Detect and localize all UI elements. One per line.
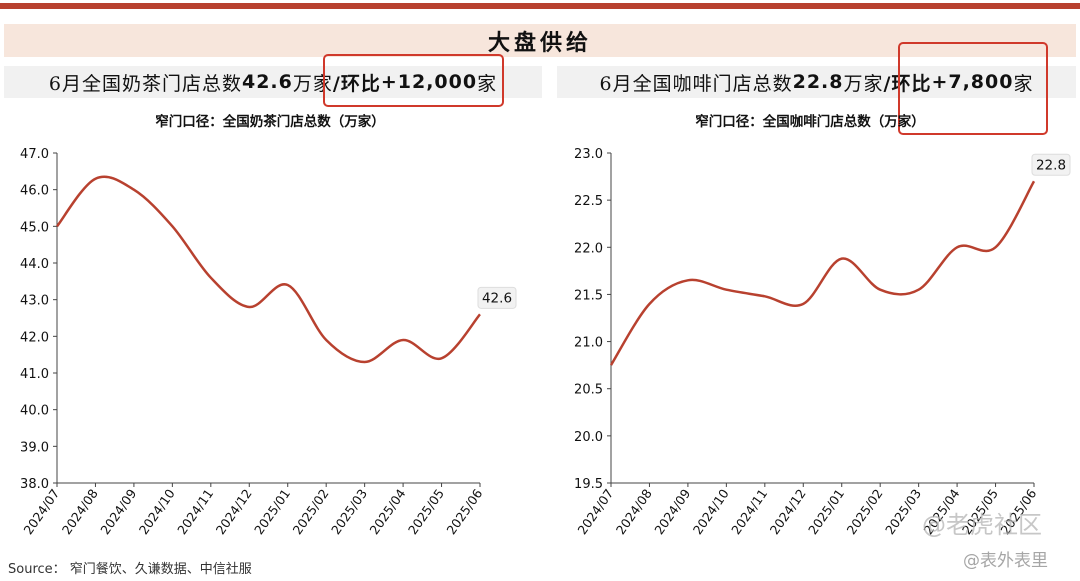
milk-tea-x-tick-label: 2024/12: [213, 486, 255, 537]
coffee-x-tick-label: 2025/02: [844, 486, 886, 537]
coffee-end-label-box: [1031, 153, 1071, 176]
left-header-sep: /环比: [332, 72, 381, 95]
milk-tea-x-tick-label: 2024/10: [136, 486, 178, 537]
coffee-x-tick-label: 2024/10: [690, 486, 732, 537]
milk-tea-data-point: [210, 276, 212, 278]
top-accent-bar: [0, 3, 1080, 9]
coffee-data-point: [610, 364, 612, 366]
coffee-y-tick-label: 19.5: [574, 477, 603, 492]
milk-tea-y-tick-label: 40.0: [20, 404, 49, 419]
coffee-data-point: [725, 289, 727, 291]
source-note: Source： 窄门餐饮、久谦数据、中信社服: [8, 562, 252, 577]
milk-tea-x-tick-label: 2024/07: [20, 486, 62, 537]
coffee-data-point: [648, 303, 650, 305]
coffee-y-tick-label: 22.5: [574, 194, 603, 209]
milk-tea-y-tick-label: 44.0: [20, 257, 49, 272]
coffee-x-tick-label: 2025/03: [882, 486, 924, 537]
milk-tea-x-tick-label: 2025/02: [290, 486, 332, 537]
milk-tea-chart-title: 窄门口径：全国奶茶门店总数（万家）: [155, 113, 385, 130]
coffee-y-tick-label: 20.0: [574, 430, 603, 445]
coffee-data-point: [956, 246, 958, 248]
milk-tea-data-point: [248, 306, 250, 308]
milk-tea-x-tick-label: 2025/03: [328, 486, 370, 537]
coffee-data-point: [802, 303, 804, 305]
milk-tea-x-tick-label: 2025/04: [366, 486, 408, 537]
coffee-y-tick-label: 21.5: [574, 288, 603, 303]
milk-tea-y-tick-label: 43.0: [20, 294, 49, 309]
coffee-data-point: [879, 289, 881, 291]
coffee-y-tick-label: 23.0: [574, 147, 603, 162]
right-panel-header: 6月全国咖啡门店总数 22.8 万家 /环比 +7,800 家: [557, 66, 1076, 98]
milk-tea-y-tick-label: 41.0: [20, 367, 49, 382]
milk-tea-data-point: [440, 357, 442, 359]
left-highlight-box: [323, 54, 504, 107]
right-header-change: +7,800: [931, 71, 1014, 93]
coffee-data-point: [1033, 180, 1035, 182]
left-header-change-unit: 家: [477, 72, 498, 95]
milk-tea-x-tick-label: 2025/05: [405, 486, 447, 537]
milk-tea-data-point: [363, 361, 365, 363]
milk-tea-data-point: [325, 339, 327, 341]
coffee-x-tick-label: 2024/11: [728, 486, 770, 537]
milk-tea-data-point: [94, 177, 96, 179]
coffee-x-tick-label: 2024/07: [574, 486, 616, 537]
milk-tea-y-tick-label: 45.0: [20, 220, 49, 235]
coffee-chart-title: 窄门口径：全国咖啡门店总数（万家）: [695, 113, 925, 130]
right-header-change-unit: 家: [1013, 72, 1034, 95]
left-panel-header: 6月全国奶茶门店总数 42.6 万家 /环比 +12,000 家: [4, 66, 542, 98]
coffee-x-tick-label: 2024/12: [767, 486, 809, 537]
coffee-data-point: [841, 257, 843, 259]
left-header-unit: 万家: [292, 72, 333, 95]
milk-tea-data-point: [402, 339, 404, 341]
right-header-sep: /环比: [883, 72, 932, 95]
milk-tea-y-tick-label: 46.0: [20, 184, 49, 199]
left-header-change: +12,000: [380, 71, 478, 93]
coffee-data-point: [994, 246, 996, 248]
milk-tea-x-tick-label: 2025/06: [443, 486, 485, 537]
milk-tea-data-point: [479, 313, 481, 315]
milk-tea-x-tick-label: 2024/08: [59, 486, 101, 537]
watermark-tiger: @老虎社区: [922, 511, 1042, 539]
coffee-y-tick-label: 20.5: [574, 383, 603, 398]
milk-tea-data-point: [171, 225, 173, 227]
milk-tea-x-tick-label: 2024/11: [174, 486, 216, 537]
coffee-data-point: [687, 279, 689, 281]
milk-tea-x-tick-label: 2025/01: [251, 486, 293, 537]
coffee-x-tick-label: 2024/09: [651, 486, 693, 537]
milk-tea-series-line: [56, 175, 481, 364]
coffee-series-line: [609, 180, 1036, 366]
coffee-y-tick-label: 21.0: [574, 336, 603, 351]
milk-tea-data-point: [133, 188, 135, 190]
milk-tea-y-tick-label: 38.0: [20, 477, 49, 492]
coffee-x-tick-label: 2025/01: [805, 486, 847, 537]
watermark-author: @表外表里: [963, 551, 1048, 571]
milk-tea-y-tick-label: 42.0: [20, 330, 49, 345]
milk-tea-end-label: 42.6: [482, 290, 512, 306]
banner-title: 大盘供给: [4, 24, 1076, 57]
milk-tea-y-tick-label: 47.0: [20, 147, 49, 162]
milk-tea-y-tick-label: 39.0: [20, 440, 49, 455]
milk-tea-end-label-box: [477, 286, 517, 309]
right-header-value: 22.8: [792, 71, 844, 93]
right-header-unit: 万家: [843, 72, 884, 95]
left-header-value: 42.6: [241, 71, 293, 93]
left-header-prefix: 6月全国奶茶门店总数: [48, 72, 242, 95]
coffee-y-tick-label: 22.0: [574, 241, 603, 256]
milk-tea-data-point: [287, 284, 289, 286]
right-highlight-box: [898, 42, 1048, 135]
coffee-store-chart: 窄门口径：全国咖啡门店总数（万家） 19.5 20.0 20.5 21.0 21.5 22.…: [574, 113, 1071, 537]
milk-tea-store-chart: 窄门口径：全国奶茶门店总数（万家） 38.0 39.0 40.0 41.0 42.0 43.…: [20, 113, 517, 537]
coffee-data-point: [764, 295, 766, 297]
right-header-prefix: 6月全国咖啡门店总数: [599, 72, 793, 95]
milk-tea-x-tick-label: 2024/09: [97, 486, 139, 537]
coffee-x-tick-label: 2024/08: [613, 486, 655, 537]
milk-tea-data-point: [56, 225, 58, 227]
coffee-data-point: [917, 289, 919, 291]
coffee-end-label: 22.8: [1036, 157, 1066, 173]
